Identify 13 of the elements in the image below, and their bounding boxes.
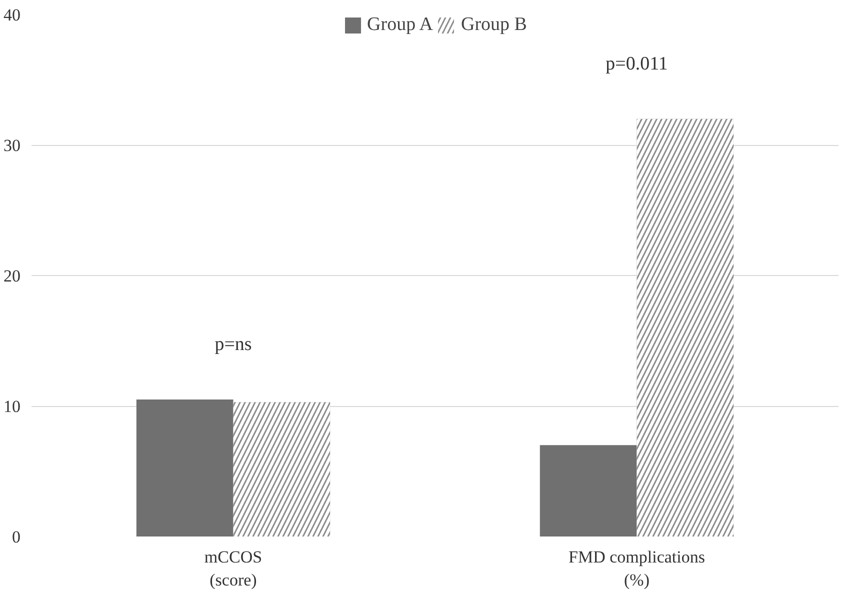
annotation: p=ns: [214, 334, 252, 355]
legend-label: Group B: [461, 14, 527, 36]
x-tick-label: FMD complications (%): [568, 548, 705, 590]
y-tick-label: 10: [4, 397, 20, 416]
y-tick-label: 20: [4, 266, 20, 286]
y-tick-label: 40: [4, 6, 20, 24]
bar: [136, 399, 234, 536]
x-tick-label: mCCOS (score): [204, 548, 262, 590]
y-tick-label: 30: [4, 136, 20, 155]
annotation: p=0.011: [606, 53, 668, 74]
legend-label: Group A: [367, 14, 433, 36]
y-tick-label: 0: [12, 528, 20, 546]
bar: [540, 445, 637, 536]
